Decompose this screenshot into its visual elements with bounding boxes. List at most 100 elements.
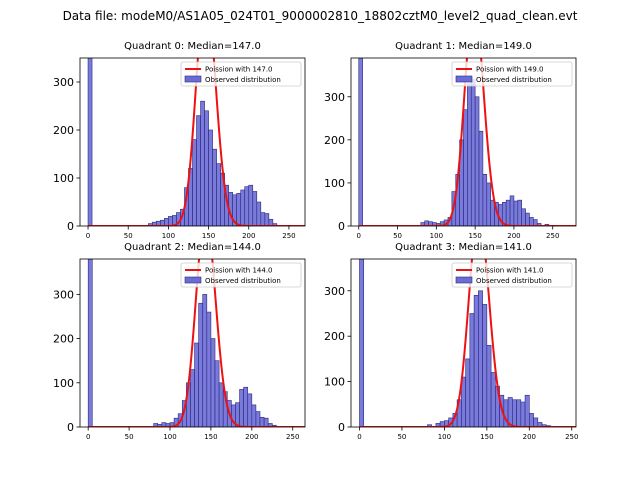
y-tick-label: 300	[324, 91, 345, 104]
legend-entry-observed: Observed distribution	[205, 76, 281, 84]
x-tick-label: 0	[86, 433, 90, 441]
y-tick-label: 100	[53, 172, 74, 185]
x-tick-label: 250	[565, 433, 578, 441]
histogram-bar	[482, 304, 488, 427]
subplot-title: Quadrant 0: Median=147.0	[124, 41, 261, 52]
x-tick-label: 250	[546, 232, 559, 240]
quadrant-2-subplot: Quadrant 2: Median=144.0 0 50 100 150 200 250 0…	[53, 242, 306, 441]
histogram-bar	[359, 259, 365, 427]
histogram-bar	[243, 386, 249, 427]
x-tick-label: 100	[162, 232, 175, 240]
legend-bar-swatch	[184, 276, 202, 284]
histogram-bar	[482, 174, 488, 226]
histogram-bar	[256, 201, 262, 226]
histogram-bar	[212, 148, 217, 226]
histogram-bar	[259, 416, 265, 427]
histogram-bar	[214, 360, 220, 427]
x-tick-label: 150	[202, 232, 215, 240]
histogram-bar	[533, 417, 539, 427]
histogram-bar	[190, 369, 195, 427]
histogram-bar	[240, 189, 246, 226]
histogram-bar	[478, 130, 484, 226]
x-tick-label: 100	[430, 232, 443, 240]
histogram-bar	[168, 216, 173, 226]
histogram-bar	[196, 115, 201, 226]
histogram-bar	[520, 401, 526, 427]
histogram-bar	[427, 424, 432, 427]
legend-entry-poisson: Poission with 147.0	[205, 66, 273, 74]
legend-box	[180, 61, 302, 87]
histogram-bar	[469, 313, 475, 427]
histogram-bar	[467, 83, 472, 226]
plot-area	[359, 259, 576, 427]
x-tick-label: 100	[438, 433, 451, 441]
x-tick-label: 0	[357, 433, 361, 441]
legend: Poission with 149.0 Observed distribution	[451, 61, 573, 87]
legend-box	[180, 262, 302, 288]
histogram-bar	[251, 404, 257, 427]
histogram-bar	[198, 302, 204, 427]
quadrant-0-subplot: Quadrant 0: Median=147.0 0 50 100 150 200 250 0…	[53, 41, 306, 240]
y-tick-label: 200	[53, 333, 74, 346]
y-tick-label: 200	[324, 134, 345, 147]
y-tick-label: 300	[53, 288, 74, 301]
figure-suptitle: Data file: modeM0/AS1A05_024T01_90000028…	[62, 9, 578, 23]
histogram-bar	[478, 290, 483, 427]
legend-entry-observed: Observed distribution	[476, 76, 552, 84]
histogram-bar	[244, 186, 250, 226]
legend: Poission with 147.0 Observed distribution	[180, 61, 302, 87]
legend-entry-observed: Observed distribution	[205, 277, 281, 285]
histogram-bar	[517, 199, 522, 226]
y-tick-label: 100	[324, 177, 345, 190]
plot-area	[87, 259, 305, 427]
histogram-bar	[486, 344, 492, 427]
y-tick-label: 0	[67, 421, 74, 434]
histogram-bar	[204, 110, 209, 226]
poisson-fit-line	[359, 259, 576, 427]
histogram-bar	[208, 129, 213, 226]
subplot-title: Quadrant 3: Median=141.0	[395, 242, 532, 253]
histogram-bar	[525, 212, 530, 226]
x-tick-label: 50	[397, 433, 406, 441]
legend-bar-swatch	[184, 75, 202, 83]
quadrant-3-subplot: Quadrant 3: Median=141.0 0 50 100 150 200 250 0…	[324, 242, 578, 441]
plot-area	[358, 58, 576, 226]
y-tick-label: 0	[67, 220, 74, 233]
x-tick-label: 0	[357, 232, 361, 240]
x-tick-label: 50	[393, 232, 402, 240]
histogram-bar	[202, 294, 208, 427]
legend-bar-swatch	[455, 75, 473, 83]
y-tick-label: 0	[338, 421, 345, 434]
x-tick-label: 0	[86, 232, 90, 240]
histogram-bar	[463, 109, 468, 226]
histogram-bar	[200, 100, 205, 226]
x-tick-label: 50	[124, 232, 133, 240]
histogram-bar	[236, 193, 242, 226]
histogram-bar	[509, 195, 515, 226]
histogram-bar	[470, 79, 476, 226]
histogram-bar	[206, 311, 212, 427]
histogram-bar	[216, 163, 221, 226]
axes-frame	[350, 57, 577, 227]
histogram-bar	[164, 218, 169, 226]
legend: Poission with 141.0 Observed distribution	[451, 262, 573, 288]
legend-bar-swatch	[455, 276, 473, 284]
axes-frame	[79, 57, 306, 227]
y-tick-label: 100	[324, 376, 345, 389]
x-tick-label: 150	[480, 433, 493, 441]
histogram-bar	[512, 399, 517, 427]
histogram-bar	[465, 358, 471, 427]
histogram-bar	[239, 389, 244, 427]
y-tick-label: 0	[338, 220, 345, 233]
legend-box	[451, 262, 573, 288]
histogram-bar	[529, 413, 534, 427]
subplot-title: Quadrant 2: Median=144.0	[124, 242, 261, 253]
legend-box	[451, 61, 573, 87]
histogram-bar	[194, 342, 199, 427]
histogram-bar	[490, 372, 496, 427]
x-tick-label: 50	[125, 433, 134, 441]
legend-entry-poisson: Poission with 149.0	[476, 66, 544, 74]
x-tick-label: 150	[468, 232, 481, 240]
histogram-bar	[268, 218, 274, 226]
